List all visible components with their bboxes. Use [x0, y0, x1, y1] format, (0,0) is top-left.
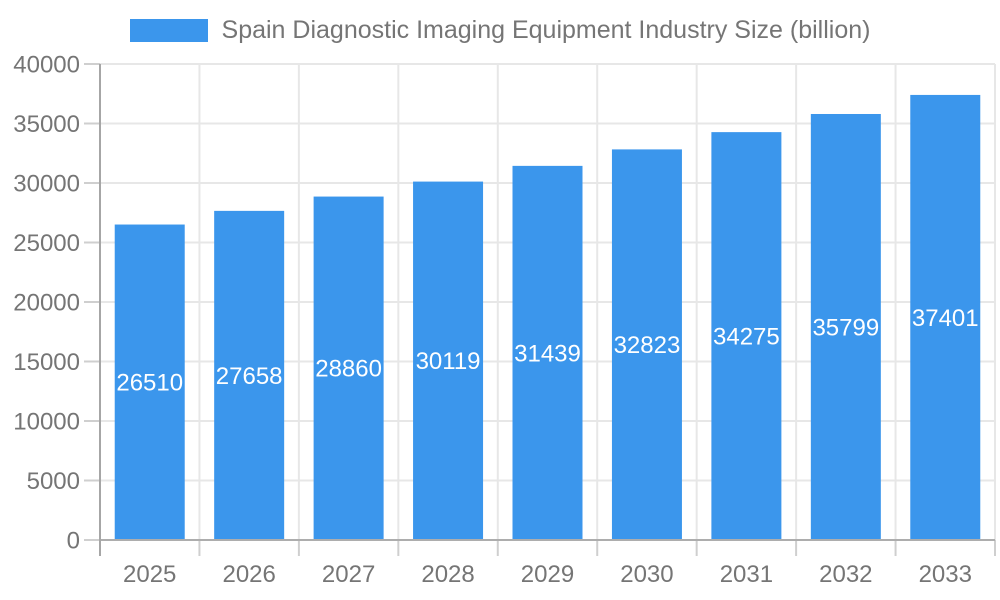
y-tick-label: 30000 — [13, 170, 80, 197]
bar-value-label: 31439 — [514, 340, 581, 367]
bar-2030 — [611, 149, 682, 540]
y-tick-label: 35000 — [13, 111, 80, 138]
bar-value-label: 26510 — [116, 370, 183, 397]
bar-value-label: 37401 — [912, 305, 979, 332]
y-tick-label: 0 — [67, 527, 80, 554]
bar-2025 — [114, 224, 185, 540]
y-tick-label: 20000 — [13, 289, 80, 316]
x-tick-label-2028: 2028 — [421, 561, 474, 588]
bar-value-label: 34275 — [713, 323, 780, 350]
bar-2029 — [512, 165, 583, 540]
bar-2028 — [413, 181, 484, 540]
x-tick-label-2025: 2025 — [123, 561, 176, 588]
legend-label: Spain Diagnostic Imaging Equipment Indus… — [221, 15, 871, 44]
x-tick-label-2026: 2026 — [222, 561, 275, 588]
y-tick-label: 5000 — [27, 468, 80, 495]
x-tick-label-2031: 2031 — [720, 561, 773, 588]
bar-value-label: 30119 — [416, 348, 481, 375]
bar-2032 — [810, 113, 881, 541]
bar-2031 — [711, 132, 782, 540]
y-tick-label: 40000 — [13, 51, 80, 78]
x-tick-label-2032: 2032 — [819, 561, 872, 588]
legend-swatch — [129, 18, 208, 42]
bar-value-label: 32823 — [614, 332, 681, 359]
bar-2033 — [910, 94, 981, 540]
x-tick-label-2030: 2030 — [620, 561, 673, 588]
bar-2026 — [214, 210, 285, 540]
y-tick-label: 10000 — [13, 408, 80, 435]
x-tick-label-2027: 2027 — [322, 561, 375, 588]
bar-value-label: 28860 — [315, 356, 382, 383]
x-tick-label-2029: 2029 — [521, 561, 574, 588]
y-tick-label: 15000 — [13, 349, 80, 376]
bar-value-label: 35799 — [812, 314, 879, 341]
chart-legend[interactable]: Spain Diagnostic Imaging Equipment Indus… — [0, 13, 1000, 47]
x-tick-label-2033: 2033 — [919, 561, 972, 588]
y-tick-label: 25000 — [13, 230, 80, 257]
bar-2027 — [313, 196, 384, 541]
bar-value-label: 27658 — [216, 363, 283, 390]
